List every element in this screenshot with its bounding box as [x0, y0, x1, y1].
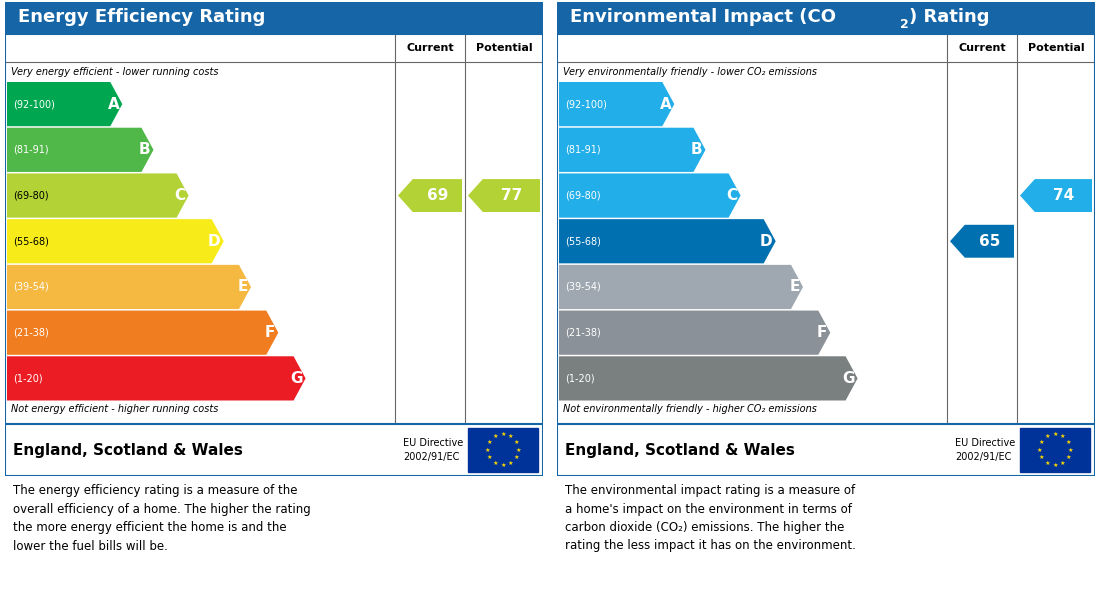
Text: Potential: Potential [1027, 43, 1085, 53]
Text: D: D [760, 233, 772, 249]
Text: 77: 77 [500, 188, 522, 203]
Text: Very energy efficient - lower running costs: Very energy efficient - lower running co… [11, 67, 219, 77]
Text: ★: ★ [493, 461, 498, 466]
Polygon shape [559, 356, 858, 400]
Text: Current: Current [958, 43, 1005, 53]
Text: England, Scotland & Wales: England, Scotland & Wales [13, 442, 243, 458]
Text: EU Directive
2002/91/EC: EU Directive 2002/91/EC [955, 438, 1015, 462]
Polygon shape [559, 82, 674, 126]
Text: ★: ★ [514, 440, 519, 445]
Text: ★: ★ [1060, 434, 1066, 439]
Text: ★: ★ [1068, 447, 1074, 453]
Text: (81-91): (81-91) [13, 145, 48, 155]
Text: ★: ★ [508, 461, 514, 466]
Text: ★: ★ [487, 440, 493, 445]
Text: G: G [290, 371, 303, 386]
Text: ★: ★ [1037, 447, 1043, 453]
Text: Not energy efficient - higher running costs: Not energy efficient - higher running co… [11, 404, 219, 414]
Text: A: A [660, 97, 671, 111]
Polygon shape [7, 310, 278, 355]
Text: Not environmentally friendly - higher CO₂ emissions: Not environmentally friendly - higher CO… [563, 404, 817, 414]
Text: (92-100): (92-100) [565, 99, 607, 109]
Polygon shape [1020, 179, 1092, 212]
Polygon shape [7, 356, 306, 400]
Text: F: F [817, 325, 827, 340]
Polygon shape [559, 265, 803, 309]
Text: ★: ★ [493, 434, 498, 439]
Bar [468, 428, 538, 472]
Text: ★: ★ [1053, 432, 1058, 437]
Polygon shape [7, 174, 188, 217]
Text: ★: ★ [516, 447, 521, 453]
Polygon shape [7, 82, 122, 126]
Text: ★: ★ [1038, 455, 1045, 460]
Text: ★: ★ [500, 432, 506, 437]
Text: ★: ★ [508, 434, 514, 439]
Text: (1-20): (1-20) [565, 373, 595, 383]
Text: The environmental impact rating is a measure of
a home's impact on the environme: The environmental impact rating is a mea… [565, 484, 856, 553]
Text: ★: ★ [514, 455, 519, 460]
Text: ★: ★ [487, 455, 493, 460]
Text: B: B [139, 142, 151, 157]
Text: ★: ★ [1053, 463, 1058, 468]
Text: Very environmentally friendly - lower CO₂ emissions: Very environmentally friendly - lower CO… [563, 67, 817, 77]
Text: E: E [238, 280, 248, 294]
Bar [1020, 428, 1090, 472]
Text: 74: 74 [1053, 188, 1074, 203]
Polygon shape [950, 225, 1014, 257]
Text: (39-54): (39-54) [13, 282, 48, 292]
Text: England, Scotland & Wales: England, Scotland & Wales [565, 442, 795, 458]
Text: (55-68): (55-68) [565, 237, 601, 246]
Text: ) Rating: ) Rating [910, 9, 990, 26]
Polygon shape [7, 219, 223, 264]
Text: (69-80): (69-80) [565, 190, 601, 201]
Text: 69: 69 [427, 188, 448, 203]
Text: E: E [790, 280, 800, 294]
Polygon shape [398, 179, 462, 212]
Text: (69-80): (69-80) [13, 190, 48, 201]
Text: ★: ★ [1045, 461, 1050, 466]
Text: (39-54): (39-54) [565, 282, 601, 292]
Text: D: D [208, 233, 221, 249]
Polygon shape [559, 174, 740, 217]
Text: A: A [108, 97, 119, 111]
Text: ★: ★ [1066, 455, 1071, 460]
Polygon shape [559, 219, 775, 264]
Text: G: G [843, 371, 855, 386]
Text: Potential: Potential [475, 43, 532, 53]
Text: ★: ★ [485, 447, 491, 453]
Text: (21-38): (21-38) [565, 328, 601, 338]
Text: C: C [726, 188, 738, 203]
Text: B: B [691, 142, 703, 157]
Text: The energy efficiency rating is a measure of the
overall efficiency of a home. T: The energy efficiency rating is a measur… [13, 484, 310, 553]
Polygon shape [559, 310, 830, 355]
Text: (1-20): (1-20) [13, 373, 43, 383]
Text: (92-100): (92-100) [13, 99, 55, 109]
Text: 2: 2 [900, 18, 909, 31]
Text: ★: ★ [1038, 440, 1045, 445]
Polygon shape [559, 128, 705, 172]
Text: (21-38): (21-38) [13, 328, 48, 338]
Text: ★: ★ [1066, 440, 1071, 445]
Text: EU Directive
2002/91/EC: EU Directive 2002/91/EC [403, 438, 463, 462]
Text: (81-91): (81-91) [565, 145, 601, 155]
Text: ★: ★ [1060, 461, 1066, 466]
Text: Environmental Impact (CO: Environmental Impact (CO [571, 9, 836, 26]
Text: ★: ★ [1045, 434, 1050, 439]
Text: 65: 65 [979, 233, 1000, 249]
Polygon shape [7, 128, 154, 172]
Text: Current: Current [406, 43, 454, 53]
Polygon shape [468, 179, 540, 212]
Text: F: F [265, 325, 275, 340]
Text: C: C [175, 188, 186, 203]
Text: ★: ★ [500, 463, 506, 468]
Text: Energy Efficiency Rating: Energy Efficiency Rating [19, 9, 266, 26]
Text: (55-68): (55-68) [13, 237, 48, 246]
Polygon shape [7, 265, 251, 309]
